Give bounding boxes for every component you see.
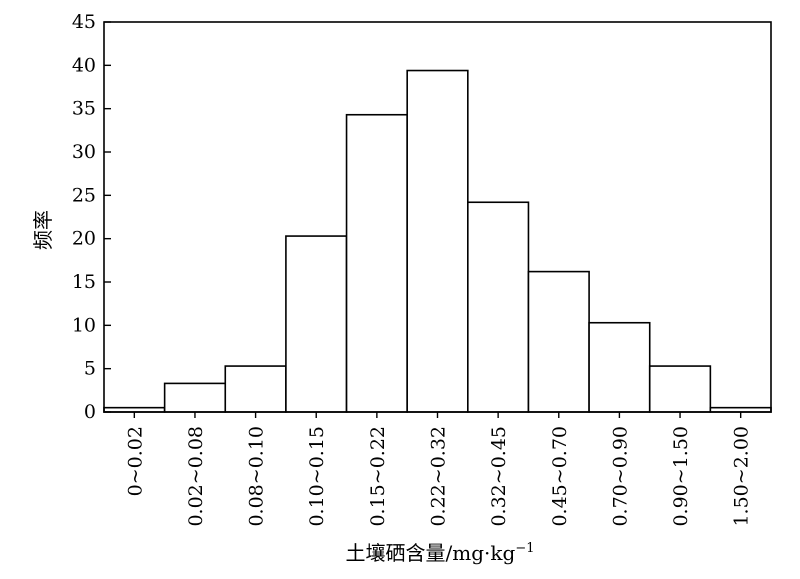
y-tick-label: 15	[72, 271, 96, 293]
x-axis-title: 土壤硒含量/mg·kg−1	[346, 541, 535, 565]
x-axis-title-main: 土壤硒含量/mg·kg	[346, 541, 516, 565]
y-axis-title: 频率	[31, 210, 55, 250]
y-tick-label: 30	[72, 141, 96, 163]
bar-0.02~0.08	[163, 382, 227, 413]
y-axis-ticks: 0 5 10 15 20 25 30 35 40 45	[72, 11, 111, 423]
y-tick-label: 20	[72, 228, 96, 250]
x-tick-label: 0.08~0.10	[246, 426, 268, 527]
x-tick-label: 0.02~0.08	[185, 426, 207, 527]
x-tick-label: 0~0.02	[124, 426, 146, 496]
y-tick-label: 45	[72, 11, 96, 33]
x-tick-label: 0.70~0.90	[609, 426, 631, 527]
y-tick-label: 0	[84, 401, 96, 423]
bar-0.22~0.32	[406, 69, 469, 413]
x-tick-label: 1.50~2.00	[731, 426, 753, 527]
bar-0.90~1.50	[648, 365, 712, 413]
bar-0.15~0.22	[345, 113, 408, 413]
y-tick-label: 40	[72, 54, 96, 76]
x-axis-ticks: 0~0.02 0.02~0.08 0.08~0.10 0.10~0.15 0.15~0.…	[124, 412, 753, 527]
x-tick-label: 0.10~0.15	[306, 426, 328, 527]
bar-0.10~0.15	[285, 235, 348, 413]
bars-group	[103, 69, 772, 413]
x-tick-label: 0.15~0.22	[367, 426, 389, 527]
x-axis-title-superscript: −1	[515, 541, 534, 556]
bar-0.08~0.10	[224, 365, 287, 413]
y-tick-label: 25	[72, 184, 96, 206]
bar-0.70~0.90	[588, 321, 651, 413]
y-tick-label: 10	[72, 314, 96, 336]
x-tick-label: 0.90~1.50	[670, 426, 692, 527]
x-tick-label: 0.32~0.45	[488, 426, 510, 527]
x-tick-label: 0.22~0.32	[428, 426, 450, 527]
bar-0.45~0.70	[527, 270, 590, 413]
bar-0.32~0.45	[467, 201, 530, 413]
y-tick-label: 35	[72, 98, 96, 120]
x-tick-label: 0.45~0.70	[549, 426, 571, 527]
y-tick-label: 5	[84, 358, 96, 380]
